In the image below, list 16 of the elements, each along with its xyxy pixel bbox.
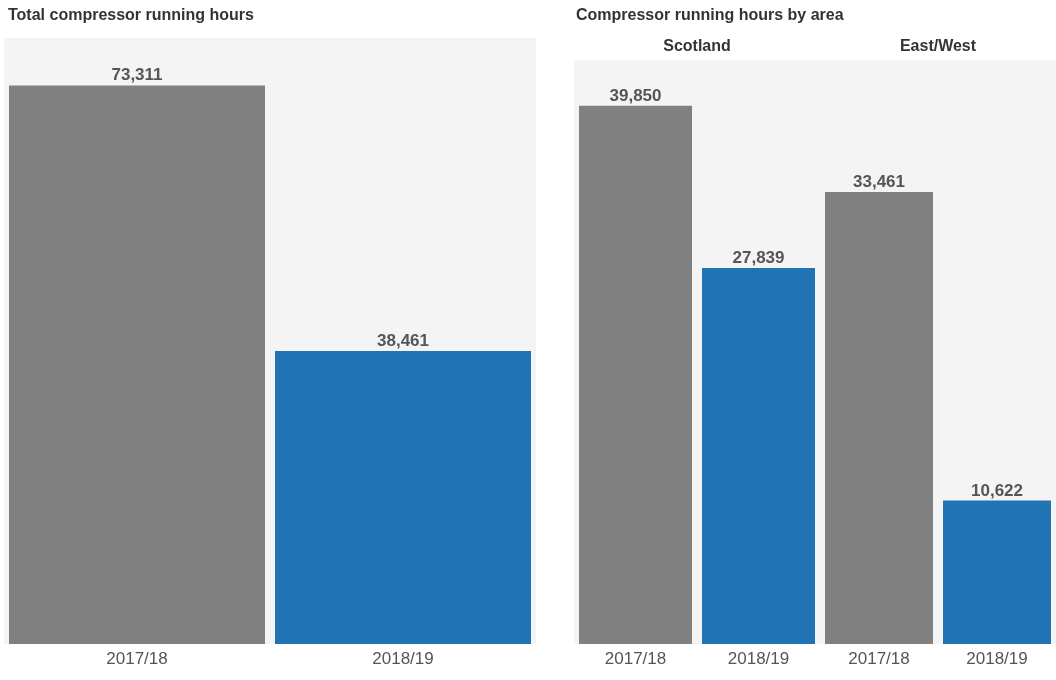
data-label: 10,622 bbox=[971, 480, 1023, 500]
x-tick-label: 2018/19 bbox=[372, 649, 434, 669]
chart-subtitle: East/West bbox=[898, 37, 978, 55]
x-tick-label: 2017/18 bbox=[604, 649, 667, 669]
x-tick-label: 2018/19 bbox=[727, 649, 790, 669]
data-label: 27,839 bbox=[732, 247, 785, 267]
data-label: 39,850 bbox=[609, 85, 662, 105]
chart-subtitle: Scotland bbox=[662, 37, 732, 55]
data-label: 73,311 bbox=[111, 65, 163, 85]
x-tick-label: 2017/18 bbox=[106, 649, 168, 669]
x-tick-label: 2018/19 bbox=[966, 649, 1028, 669]
chart-title: Compressor running hours by area bbox=[576, 6, 844, 24]
chart-title: Total compressor running hours bbox=[8, 6, 254, 24]
data-label: 38,461 bbox=[377, 330, 429, 350]
data-label: 33,461 bbox=[853, 172, 905, 192]
x-tick-label: 2017/18 bbox=[848, 649, 910, 669]
